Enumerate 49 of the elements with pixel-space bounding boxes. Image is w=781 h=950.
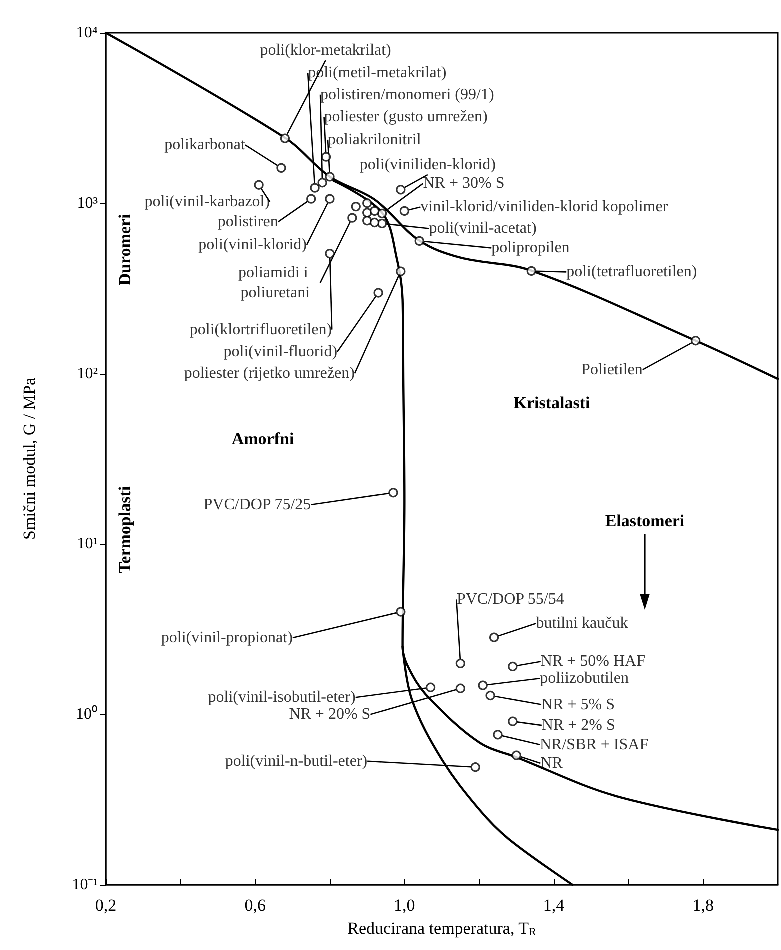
annotation: poliizobutilen	[540, 670, 629, 688]
annotation: NR + 30% S	[423, 175, 505, 192]
y-tick-label: 10⁴	[76, 24, 98, 42]
annotation: vinil-klorid/viniliden-klorid kopolimer	[420, 198, 669, 216]
annotation: poli(klor-metakrilat)	[260, 42, 392, 60]
annotation: NR + 2% S	[542, 717, 616, 734]
x-tick-label: 0,2	[95, 896, 117, 915]
annotation: poli(vinil-isobutil-eter)	[208, 689, 356, 706]
annotation: poli(viniliden-klorid)	[360, 156, 496, 174]
annotation: poliakrilonitril	[328, 131, 422, 148]
annotation: PVC/DOP 75/25	[204, 496, 312, 514]
annotation: polistiren/monomeri (99/1)	[320, 86, 494, 104]
x-tick-label: 1,0	[394, 896, 416, 915]
annotation: poli(vinil-n-butil-eter)	[225, 752, 368, 770]
annotation: poli(vinil-karbazol)	[144, 194, 270, 211]
annotation: NR + 5% S	[542, 696, 616, 714]
annotation: Kristalasti	[514, 394, 591, 412]
x-tick-label: 1,4	[543, 896, 566, 915]
annotation: NR + 20% S	[289, 706, 371, 724]
annotation: poli(tetrafluoretilen)	[566, 264, 698, 281]
y-tick-label: 10²	[77, 365, 98, 382]
y-tick-label: 10⁻¹	[72, 876, 98, 894]
annotation: NR	[540, 755, 564, 772]
y-tick-label: 10⁰	[76, 705, 98, 724]
y-tick-label: 10¹	[77, 536, 98, 553]
annotation: poli(vinil-klorid)	[198, 236, 308, 254]
annotation: butilni kaučuk	[536, 615, 628, 632]
y-axis-title: Smični modul, G / MPa	[20, 378, 39, 540]
annotation: poliamidi i poliuretani	[238, 264, 312, 302]
annotation: Termoplasti	[116, 486, 134, 574]
annotation: Elastomeri	[605, 512, 685, 530]
annotation: NR + 50% HAF	[540, 653, 646, 670]
annotation: poli(vinil-propionat)	[161, 630, 293, 647]
annotation: polipropilen	[492, 240, 570, 257]
annotation: polikarbonat	[164, 136, 246, 154]
annotation: Amorfni	[232, 430, 294, 448]
annotation: Polietilen	[582, 361, 643, 378]
annotation: Duromeri	[116, 214, 134, 286]
x-tick-label: 1,8	[692, 896, 714, 915]
x-tick-label: 0,6	[244, 896, 266, 915]
annotation: poliester (gusto umrežen)	[324, 108, 488, 126]
annotation: PVC/DOP 55/54	[456, 591, 564, 608]
y-tick-label: 10³	[77, 194, 98, 212]
annotation: poliester (rijetko umrežen)	[184, 365, 355, 382]
annotation: poli(klortrifluoretilen)	[190, 321, 332, 338]
annotation: polistiren	[218, 214, 278, 231]
annotation: poli(vinil-fluorid)	[224, 343, 338, 360]
annotation: NR/SBR + ISAF	[540, 736, 649, 754]
annotation: poli(vinil-acetat)	[429, 220, 537, 238]
